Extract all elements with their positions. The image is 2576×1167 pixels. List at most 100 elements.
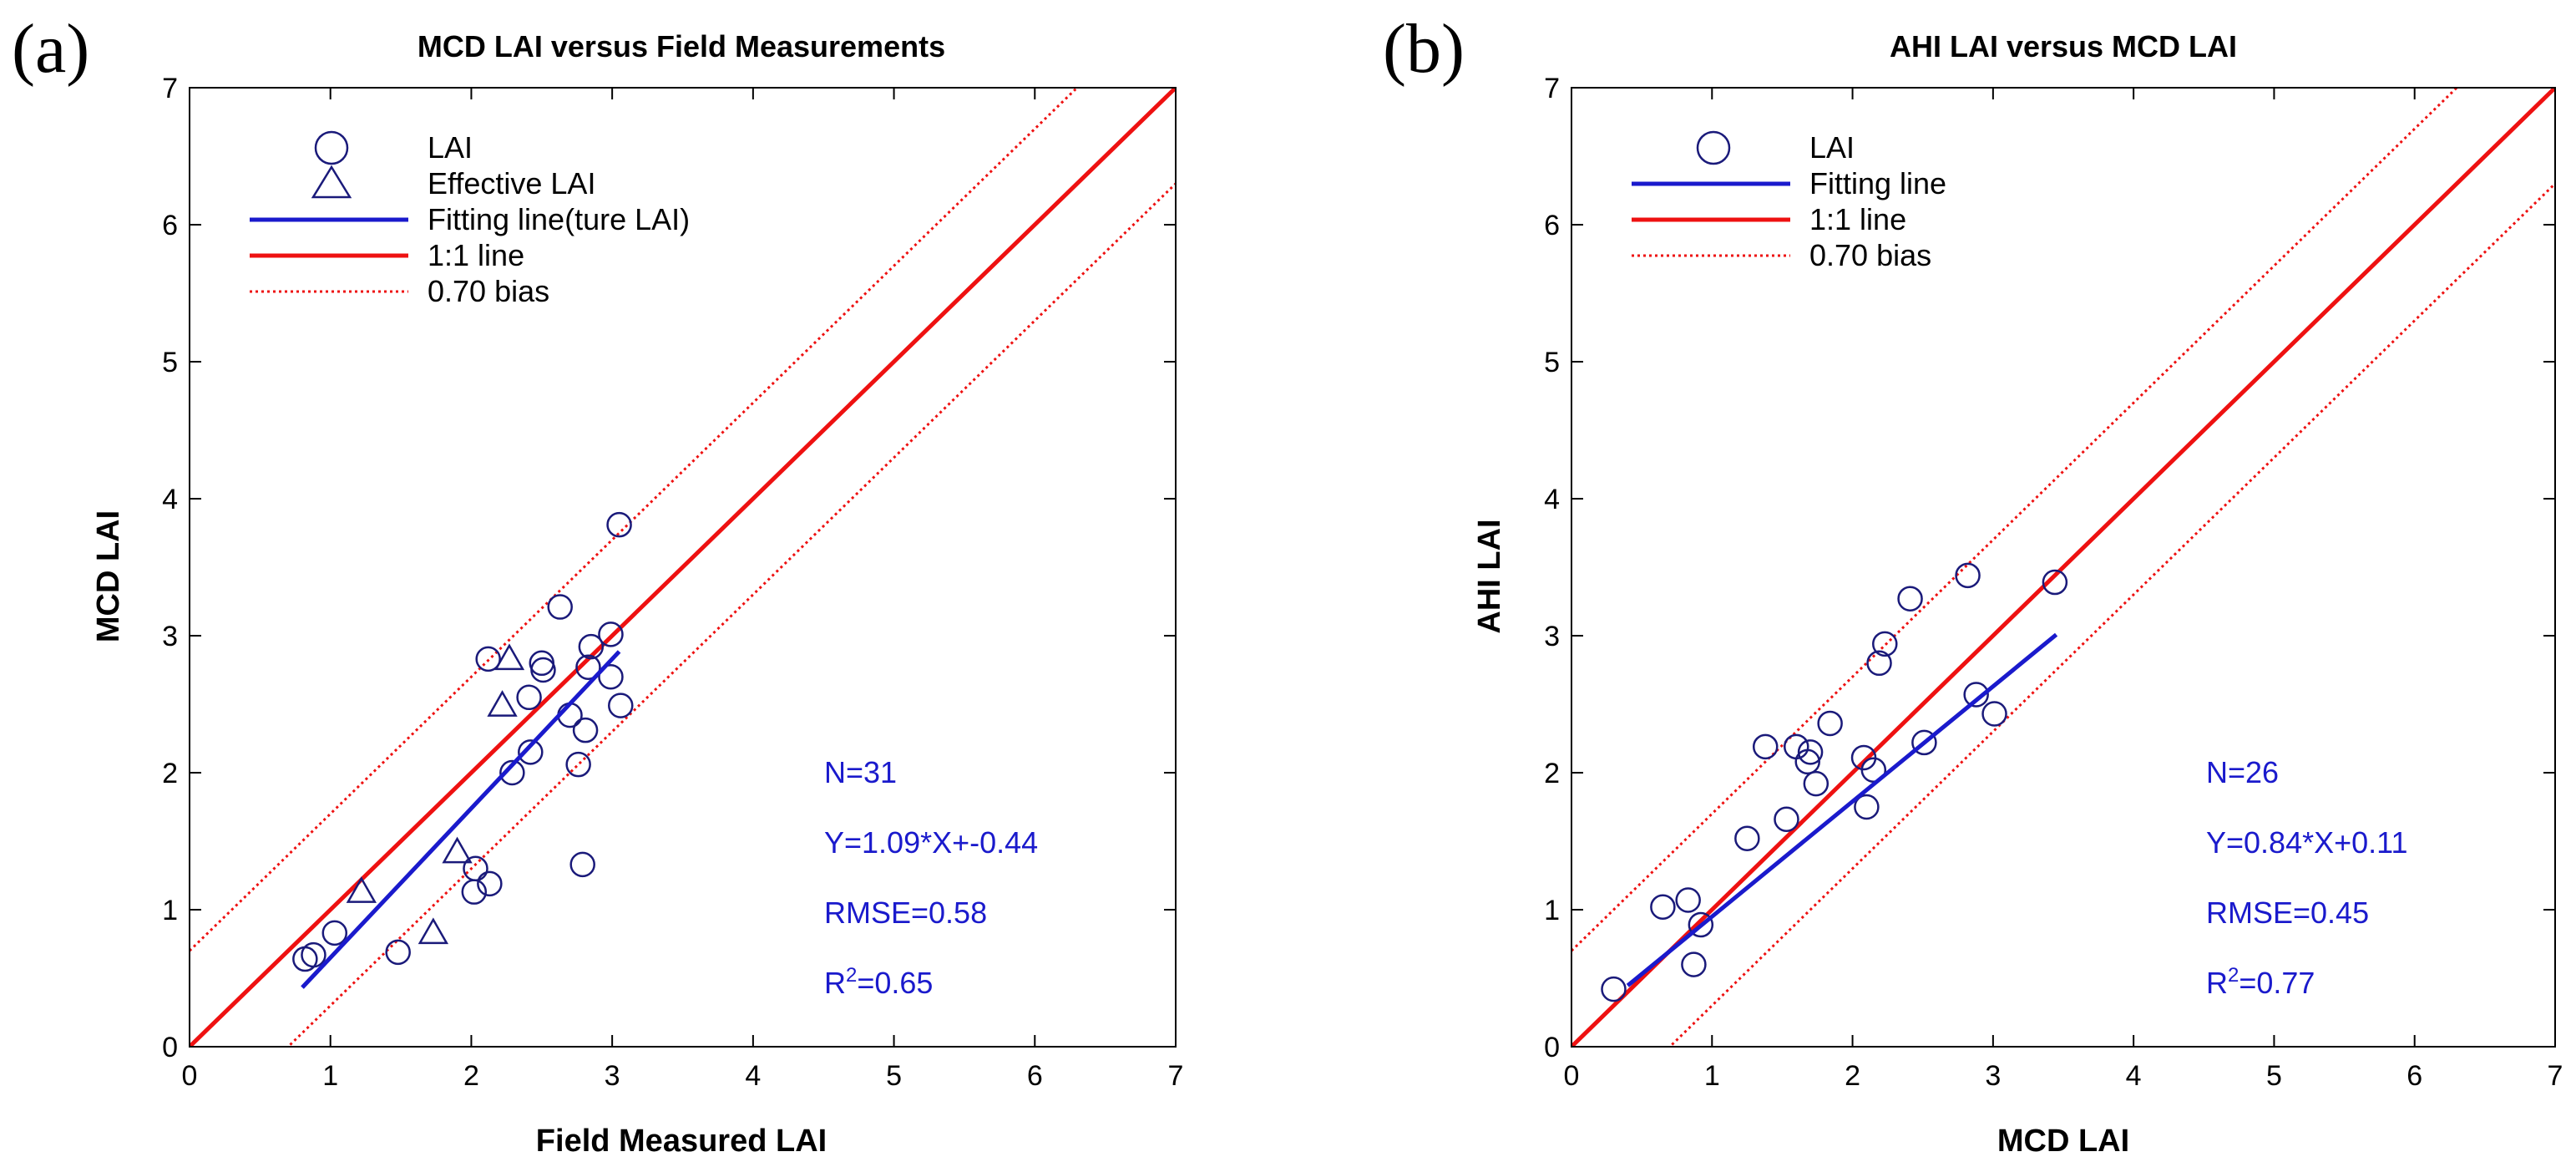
panel-a-circle-point bbox=[477, 870, 503, 897]
panel-a-stat-r-squared-value: =0.65 bbox=[857, 966, 933, 1000]
panel-b-x-tick-label: 5 bbox=[2266, 1060, 2282, 1092]
panel-a-circle-point bbox=[606, 511, 632, 538]
panel-a-legend-circle-symbol bbox=[314, 130, 349, 165]
panel-a-legend-item: Fitting line(ture LAI) bbox=[250, 202, 690, 236]
panel-b-reference-lines bbox=[1571, 88, 2555, 1047]
panel-a-x-tick-label: 2 bbox=[463, 1060, 479, 1092]
panel-b-y-tick-label: 3 bbox=[1544, 621, 1560, 652]
panel-a-x-tick-label: 6 bbox=[1027, 1060, 1043, 1092]
panel-a-circle-point bbox=[475, 646, 501, 672]
panel-b-chart: (b) AHI LAI versus MCD LAI MCD LAI AHI L… bbox=[1383, 10, 2563, 1159]
panel-a-triangle-point bbox=[442, 836, 473, 864]
panel-a-circle-point bbox=[575, 654, 601, 680]
panel-a-triangle-point bbox=[493, 643, 525, 671]
panel-a-x-tick-label: 1 bbox=[322, 1060, 338, 1092]
panel-b-legend-item: Fitting line bbox=[1632, 166, 1946, 200]
panel-a-x-tick-label: 4 bbox=[745, 1060, 761, 1092]
panel-a-one-to-one-line bbox=[190, 88, 1176, 1047]
panel-b-circle-point bbox=[1784, 733, 1809, 760]
panel-b-circle-point bbox=[1897, 586, 1923, 611]
panel-a-circle-point bbox=[572, 717, 599, 743]
panel-a-legend-item: 0.70 bias bbox=[250, 274, 549, 308]
panel-b-one-to-one-line bbox=[1571, 88, 2555, 1047]
panel-b-stat-r-squared-prefix: R bbox=[2206, 966, 2228, 1000]
panel-b-stat-r-squared-value: =0.77 bbox=[2239, 966, 2315, 1000]
panel-a-circle-point bbox=[598, 622, 624, 647]
panel-a-lower-bias-line bbox=[286, 182, 1176, 1047]
panel-a-circle-point bbox=[516, 684, 542, 711]
panel-a-legend-triangle-symbol bbox=[311, 165, 352, 199]
panel-b-circle-point bbox=[1955, 562, 1981, 589]
panel-b-x-tick-label: 6 bbox=[2406, 1060, 2422, 1092]
panel-a-y-tick-label: 2 bbox=[162, 758, 178, 789]
panel-a-x-tick-label: 3 bbox=[605, 1060, 620, 1092]
panel-b-stat-n: N=26 bbox=[2206, 755, 2279, 789]
panel-a-legend-label: Effective LAI bbox=[428, 166, 595, 200]
panel-a-y-tick-label: 6 bbox=[162, 210, 178, 241]
panel-b-stat-r-squared-exponent: 2 bbox=[2228, 964, 2239, 987]
panel-a-circle-point bbox=[301, 941, 326, 968]
panel-a-series-effective-lai bbox=[346, 643, 525, 945]
panel-a-circle-point bbox=[547, 594, 573, 620]
panel-b-circle-point bbox=[1817, 710, 1843, 737]
panel-a-stat-n: N=31 bbox=[824, 755, 897, 789]
panel-a-circle-point bbox=[499, 759, 525, 786]
panel-b-stat-rmse: RMSE=0.45 bbox=[2206, 896, 2369, 930]
panel-a-circle-point bbox=[463, 855, 488, 882]
panel-b-legend-item: LAI bbox=[1696, 130, 1855, 165]
panel-b-circle-point bbox=[1752, 733, 1779, 760]
panel-b-y-axis-label: AHI LAI bbox=[1472, 519, 1507, 633]
panel-b-y-tick-label: 6 bbox=[1544, 210, 1560, 241]
panel-a-stat-r-squared: R2=0.65 bbox=[824, 964, 933, 1000]
panel-b-circle-point bbox=[1601, 976, 1627, 1002]
panel-b-y-tick-label: 7 bbox=[1544, 73, 1560, 104]
panel-a-stat-r-squared-exponent: 2 bbox=[846, 964, 857, 987]
panel-b-y-tick-label: 0 bbox=[1544, 1032, 1560, 1063]
panel-b-upper-bias-line bbox=[1571, 88, 2459, 952]
panel-a-y-tick-label: 3 bbox=[162, 621, 178, 652]
panel-b-fitting-line bbox=[1626, 632, 2058, 987]
panel-a-axes-frame bbox=[189, 87, 1177, 1048]
panel-b-legend-item: 0.70 bias bbox=[1632, 238, 1931, 272]
panel-b-circle-point bbox=[1734, 825, 1760, 851]
panel-a-upper-bias-line bbox=[190, 88, 1080, 952]
panel-b-lower-bias-line bbox=[1668, 182, 2555, 1047]
panel-a-y-tick-label: 4 bbox=[162, 484, 178, 515]
panel-a-letter: (a) bbox=[12, 10, 89, 88]
panel-a-circle-point bbox=[598, 663, 624, 690]
panel-a-stat-rmse: RMSE=0.58 bbox=[824, 896, 987, 930]
panel-a-circle-point bbox=[578, 633, 605, 660]
panel-a-title: MCD LAI versus Field Measurements bbox=[418, 29, 945, 63]
panel-a-y-tick-label: 7 bbox=[162, 73, 178, 104]
panel-a-triangle-point bbox=[418, 917, 449, 945]
panel-a-x-tick-label: 0 bbox=[182, 1060, 198, 1092]
panel-b-y-tick-label: 4 bbox=[1544, 484, 1560, 515]
panel-a-stats: N=31 Y=1.09*X+-0.44 RMSE=0.58 R2=0.65 bbox=[824, 755, 1038, 1000]
panel-a-legend-label: 1:1 line bbox=[428, 238, 524, 272]
panel-a-circle-point bbox=[518, 739, 544, 765]
panel-b-stats: N=26 Y=0.84*X+0.11 RMSE=0.45 R2=0.77 bbox=[2206, 755, 2408, 1000]
panel-a-legend-label: Fitting line(ture LAI) bbox=[428, 202, 690, 236]
panel-a-circle-point bbox=[565, 751, 591, 778]
panel-b-x-tick-label: 2 bbox=[1845, 1060, 1860, 1092]
panel-a-x-axis-label: Field Measured LAI bbox=[536, 1124, 827, 1159]
panel-a-y-tick-label: 0 bbox=[162, 1032, 178, 1063]
panel-b-circle-point bbox=[1650, 894, 1676, 920]
panel-a-triangle-point bbox=[487, 690, 518, 717]
panel-b-circle-point bbox=[1803, 770, 1830, 797]
panel-a-legend-item: 1:1 line bbox=[250, 238, 524, 272]
panel-b-x-tick-label: 0 bbox=[1564, 1060, 1580, 1092]
panel-a-circle-point bbox=[608, 693, 634, 718]
panel-b-letter: (b) bbox=[1383, 10, 1465, 88]
panel-b-x-tick-label: 7 bbox=[2548, 1060, 2563, 1092]
panel-b-axes-frame bbox=[1571, 87, 2556, 1048]
panel-b-circle-point bbox=[1681, 951, 1707, 977]
panel-b-x-axis-label: MCD LAI bbox=[1997, 1124, 2129, 1159]
panel-b-stat-equation: Y=0.84*X+0.11 bbox=[2206, 825, 2408, 860]
panel-b-legend-item: 1:1 line bbox=[1632, 202, 1906, 236]
panel-a-reference-lines bbox=[190, 88, 1176, 1047]
